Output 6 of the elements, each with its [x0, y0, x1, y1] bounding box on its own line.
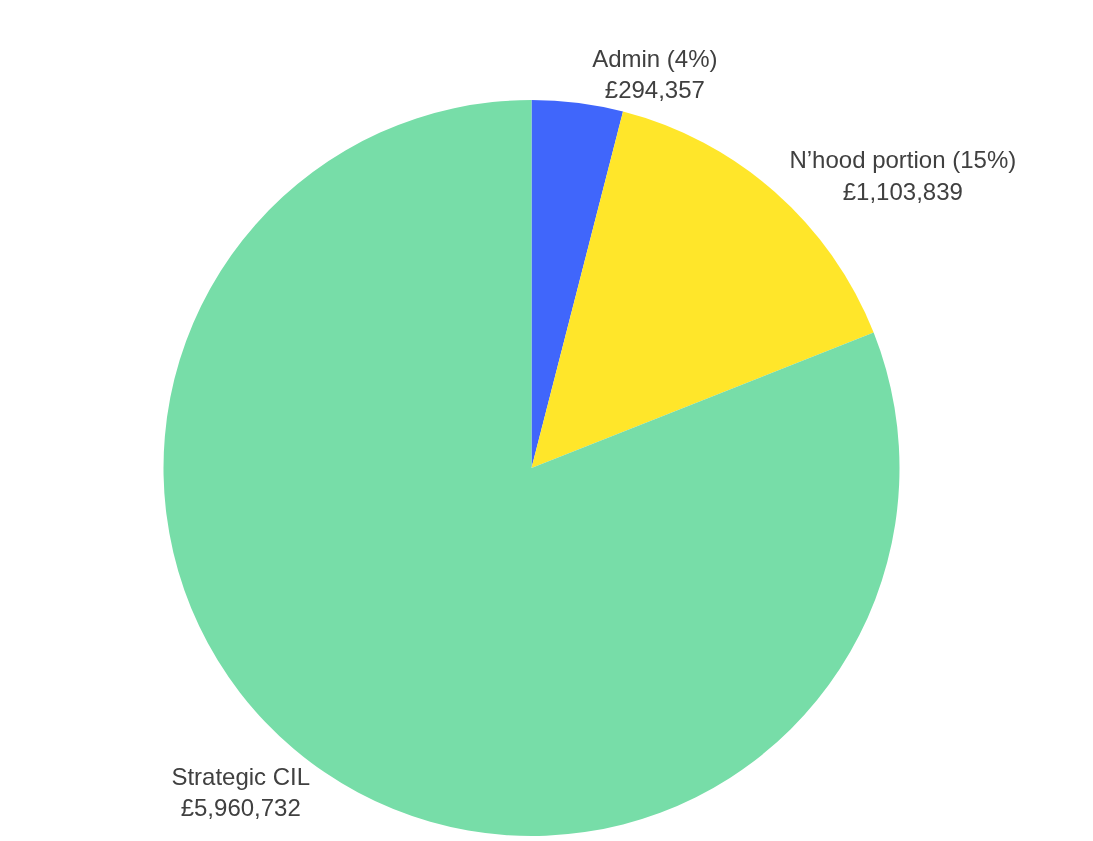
- slice-label: N’hood portion (15%): [789, 146, 1017, 174]
- data-label: £1,103,839: [842, 177, 963, 205]
- data-label: £294,357: [604, 76, 705, 104]
- slice-label: Strategic CIL: [171, 763, 311, 791]
- slice-label: Admin (4%): [592, 45, 718, 73]
- data-label: £5,960,732: [180, 794, 301, 822]
